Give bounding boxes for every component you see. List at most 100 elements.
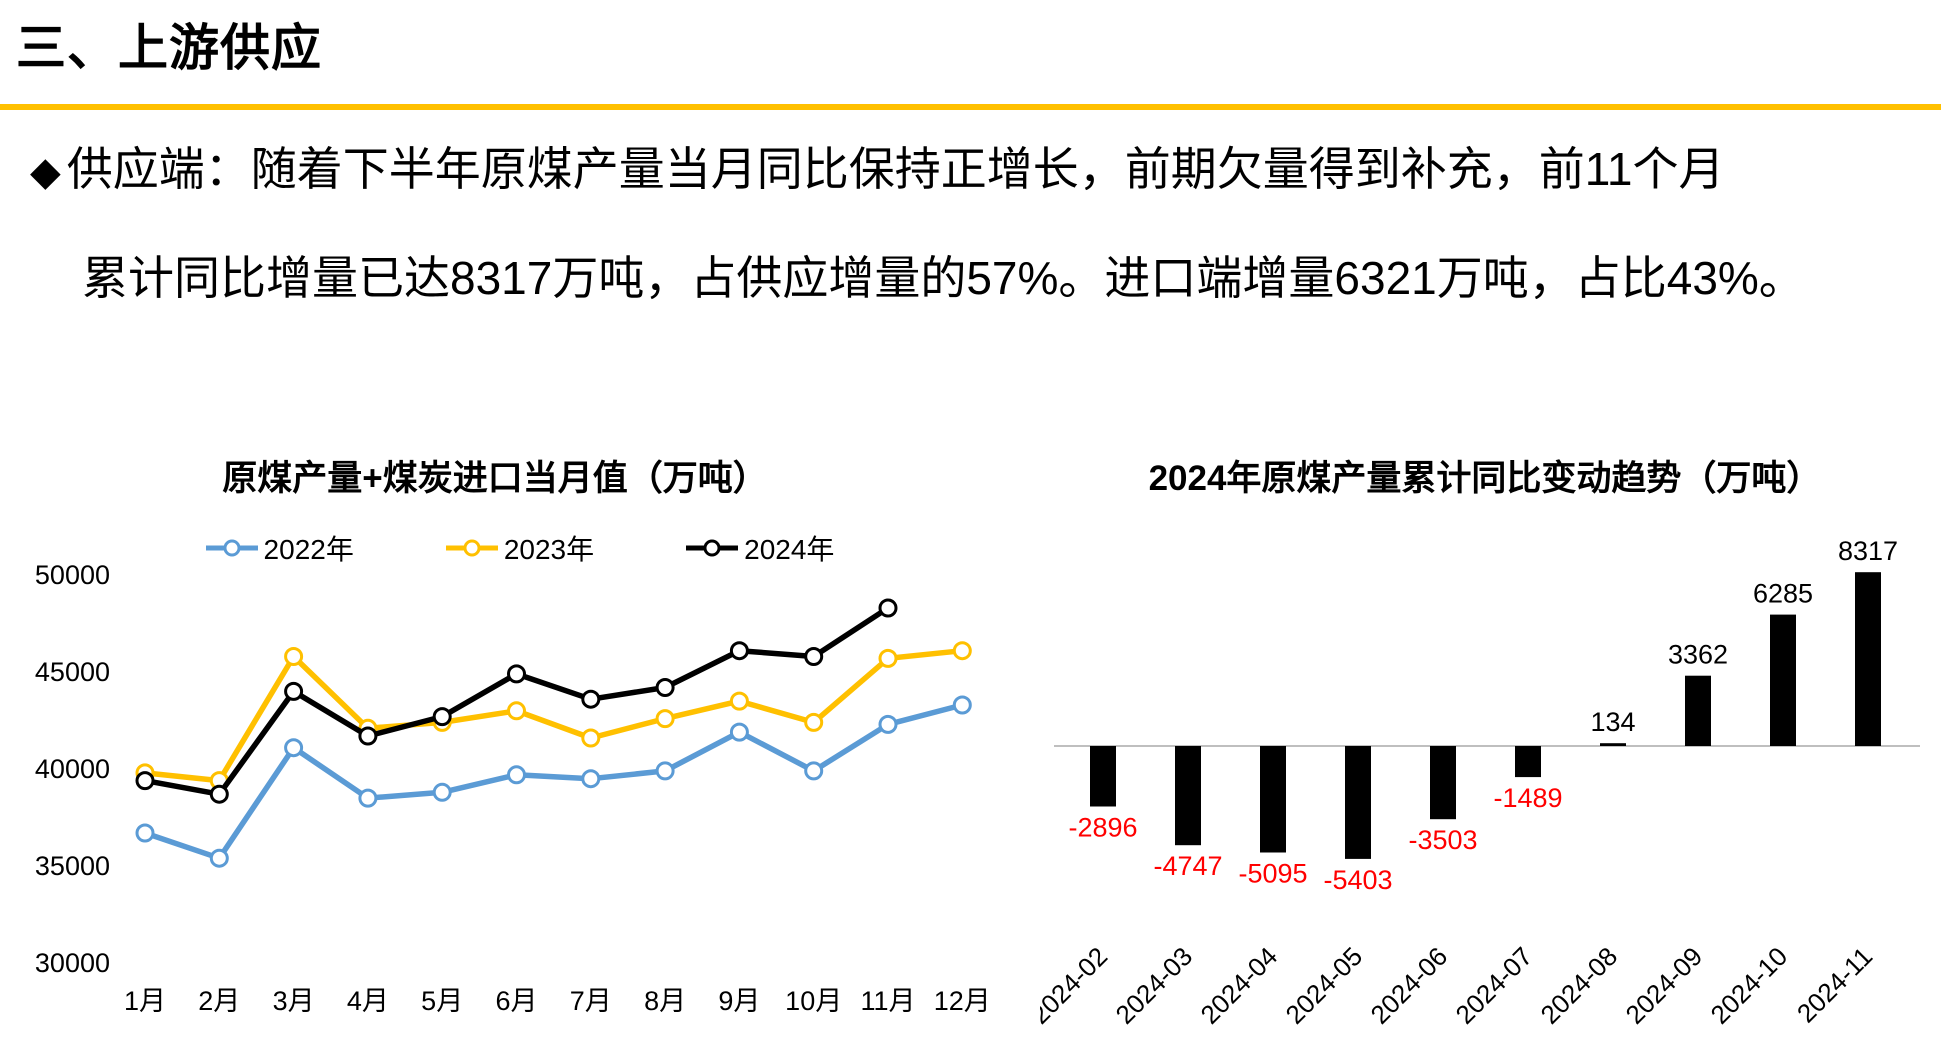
legend-item-2024年: 2024年 <box>686 528 834 568</box>
bar-2024-09 <box>1685 675 1711 746</box>
bar-2024-07 <box>1515 746 1541 778</box>
bar-2024-05 <box>1345 746 1371 859</box>
data-point-marker <box>878 714 898 734</box>
bar-value-label: -2896 <box>1068 813 1137 843</box>
bar-category-labels: 2024-022024-032024-042024-052024-062024-… <box>1040 941 1878 1030</box>
legend-item-2022年: 2022年 <box>205 528 354 568</box>
bar-value-label: -5403 <box>1323 865 1392 895</box>
bars <box>1090 572 1881 859</box>
data-point-marker <box>358 726 378 746</box>
data-point-marker <box>952 695 972 715</box>
data-point-marker <box>284 681 304 701</box>
x-tick-label: 10月 <box>785 986 842 1016</box>
data-point-marker <box>729 691 749 711</box>
x-tick-label: 9月 <box>718 986 760 1016</box>
y-tick-label: 40000 <box>35 754 110 784</box>
bar-value-label: -5095 <box>1238 859 1307 889</box>
x-tick-label: 11月 <box>860 986 915 1016</box>
data-point-marker <box>581 769 601 789</box>
data-point-marker <box>209 784 229 804</box>
bar-chart-figure: 2024年原煤产量累计同比变动趋势（万吨） -2896 -4747 -5095 -54… <box>1040 440 1930 1060</box>
data-point-marker <box>878 598 898 618</box>
bar-chart-plot: -2896 -4747 -5095 -5403 -3503 -1489 134 3362 628… <box>1040 536 1920 1030</box>
legend-item-2023年: 2023年 <box>445 528 595 568</box>
data-point-marker <box>507 701 526 721</box>
x-axis-tick-labels: 1月 2月 3月 4月 5月 6月 7月 8月 9月 10月 11月 12月 <box>124 986 991 1016</box>
data-point-marker <box>655 709 675 729</box>
page-title: 三、上游供应 <box>16 20 322 76</box>
bar-category-label: 2024-10 <box>1705 941 1794 1030</box>
data-point-marker <box>581 728 601 748</box>
bar-category-label: 2024-09 <box>1620 941 1709 1030</box>
data-point-marker <box>432 782 452 802</box>
bar-value-label: 6285 <box>1753 579 1813 609</box>
bar-category-label: 2024-04 <box>1195 941 1284 1030</box>
data-point-marker <box>804 647 824 666</box>
bar-value-label: -3503 <box>1408 825 1477 855</box>
line-chart-legend: 2022年 2023年 2024年 <box>20 528 1020 568</box>
bar-category-label: 2024-06 <box>1365 941 1454 1030</box>
legend-marker-icon <box>445 539 498 557</box>
bar-value-labels: -2896 -4747 -5095 -5403 -3503 -1489 134 3362 628… <box>1068 536 1898 895</box>
bar-category-label: 2024-02 <box>1040 941 1113 1030</box>
diamond-bullet-icon: ◆ <box>30 150 61 194</box>
bar-2024-11 <box>1855 572 1881 746</box>
line-chart-title: 原煤产量+煤炭进口当月值（万吨） <box>222 459 768 498</box>
x-tick-label: 8月 <box>644 986 686 1016</box>
line-chart-figure: 原煤产量+煤炭进口当月值（万吨） 2022年 2023年 2024年 50000 45… <box>20 440 1020 1060</box>
x-tick-label: 12月 <box>934 986 991 1016</box>
data-point-marker <box>507 664 526 684</box>
line-series-2023年 <box>135 641 972 791</box>
x-tick-label: 2月 <box>198 986 240 1016</box>
legend-label: 2024年 <box>744 534 835 565</box>
bullet-paragraph: ◆ 供应端：随着下半年原煤产量当月同比保持正增长，前期欠量得到补充，前11个月 累… <box>30 116 1935 331</box>
data-point-marker <box>729 641 749 661</box>
bar-category-label: 2024-11 <box>1791 941 1878 1028</box>
data-point-marker <box>655 678 675 697</box>
line-series-2022年 <box>135 695 972 868</box>
data-point-marker <box>878 648 898 668</box>
bar-value-label: 8317 <box>1838 536 1898 566</box>
data-point-marker <box>952 641 972 661</box>
legend-label: 2022年 <box>263 534 354 565</box>
bar-value-label: -1489 <box>1493 783 1562 813</box>
bar-2024-06 <box>1430 746 1456 820</box>
line-series-2024年 <box>135 598 898 804</box>
y-tick-label: 45000 <box>35 657 110 687</box>
x-tick-label: 7月 <box>570 986 612 1016</box>
data-point-marker <box>729 722 749 742</box>
bar-2024-08 <box>1600 743 1626 746</box>
line-chart-plot: 50000 45000 40000 35000 30000 1月 2月 3月 4月 5月 6月 7月 8… <box>35 560 991 1016</box>
x-tick-label: 6月 <box>495 986 537 1016</box>
data-point-marker <box>432 707 452 727</box>
series-line <box>142 702 966 861</box>
data-point-marker <box>507 765 526 785</box>
data-point-marker <box>581 689 601 709</box>
bullet-text-line1: 供应端：随着下半年原煤产量当月同比保持正增长，前期欠量得到补充，前11个月 <box>66 143 1725 195</box>
y-axis-tick-labels: 50000 45000 40000 35000 30000 <box>35 560 110 978</box>
bullet-line-1: ◆ 供应端：随着下半年原煤产量当月同比保持正增长，前期欠量得到补充，前11个月 <box>30 116 1935 225</box>
data-point-marker <box>209 848 229 868</box>
bar-chart-title: 2024年原煤产量累计同比变动趋势（万吨） <box>1148 459 1822 498</box>
data-point-marker <box>284 738 304 758</box>
x-tick-label: 1月 <box>124 986 166 1016</box>
y-tick-label: 50000 <box>35 560 110 590</box>
data-point-marker <box>804 712 824 732</box>
bullet-text-line2: 累计同比增量已达8317万吨，占供应增量的57%。进口端增量6321万吨，占比4… <box>82 252 1805 304</box>
title-underline <box>0 104 1941 110</box>
legend-marker-icon <box>205 539 258 557</box>
data-point-marker <box>804 761 824 781</box>
bar-category-label: 2024-05 <box>1280 941 1369 1030</box>
data-point-marker <box>284 647 304 666</box>
x-tick-label: 5月 <box>421 986 463 1016</box>
x-tick-label: 3月 <box>273 986 315 1016</box>
data-point-marker <box>135 823 155 843</box>
legend-label: 2023年 <box>503 534 595 565</box>
bar-category-label: 2024-07 <box>1450 941 1539 1030</box>
bar-2024-03 <box>1175 746 1201 846</box>
series-line <box>142 647 966 784</box>
bar-category-label: 2024-08 <box>1535 941 1624 1030</box>
y-tick-label: 35000 <box>35 851 110 881</box>
data-point-marker <box>655 761 675 781</box>
